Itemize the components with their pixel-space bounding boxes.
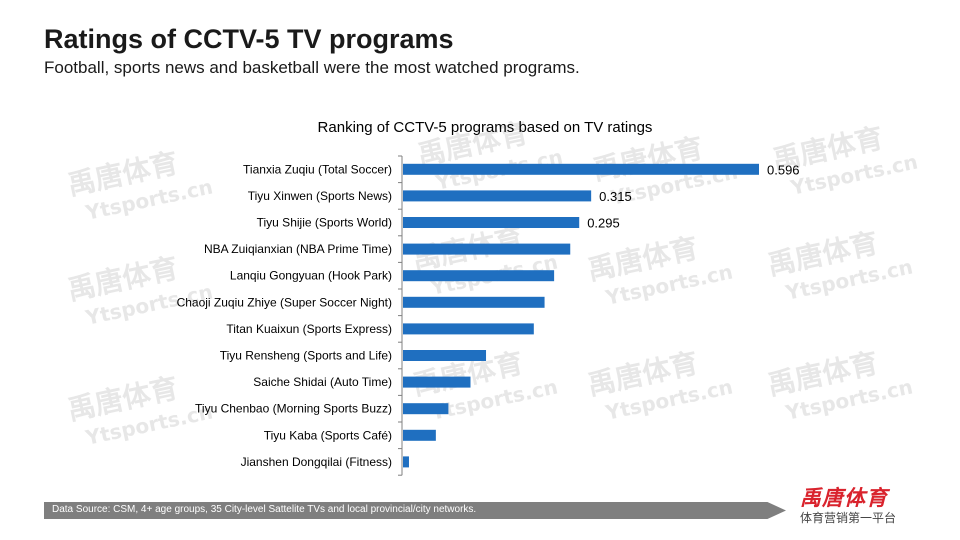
bar <box>403 190 592 202</box>
category-label: Jianshen Dongqilai (Fitness) <box>241 455 392 469</box>
category-label: Titan Kuaixun (Sports Express) <box>226 322 392 336</box>
category-label: Saiche Shidai (Auto Time) <box>253 375 392 389</box>
bar <box>403 376 471 388</box>
logo-wordmark: 禹唐体育 <box>800 486 888 510</box>
bar <box>403 429 436 441</box>
bar <box>403 323 534 335</box>
bar <box>403 217 580 228</box>
footer-bar: Data Source: CSM, 4+ age groups, 35 City… <box>44 502 786 519</box>
logo-tagline: 体育营销第一平台 <box>800 511 897 525</box>
data-label: 0.596 <box>767 162 800 177</box>
chart-title: Ranking of CCTV-5 programs based on TV r… <box>318 119 653 136</box>
category-label: NBA Zuiqianxian (NBA Prime Time) <box>204 242 392 256</box>
category-label: Tiyu Kaba (Sports Café) <box>264 428 392 442</box>
category-label: Tiyu Xinwen (Sports News) <box>248 189 392 203</box>
page-subtitle: Football, sports news and basketball wer… <box>44 58 580 77</box>
page-title: Ratings of CCTV-5 TV programs <box>44 24 454 54</box>
bar <box>403 243 571 255</box>
category-label: Tianxia Zuqiu (Total Soccer) <box>243 162 392 176</box>
bar <box>403 350 487 361</box>
data-label: 0.315 <box>599 189 632 204</box>
category-label: Lanqiu Gongyuan (Hook Park) <box>230 269 392 283</box>
bar <box>403 403 449 415</box>
bar <box>403 163 759 175</box>
category-label: Tiyu Chenbao (Morning Sports Buzz) <box>195 402 392 416</box>
bar <box>403 296 545 308</box>
data-source-note: Data Source: CSM, 4+ age groups, 35 City… <box>52 504 477 515</box>
data-label: 0.295 <box>587 216 620 231</box>
bar <box>403 456 409 468</box>
category-label: Tiyu Rensheng (Sports and Life) <box>220 349 392 363</box>
category-label: Tiyu Shijie (Sports World) <box>257 216 392 230</box>
bar <box>403 270 555 282</box>
brand-logo: 禹唐体育 体育营销第一平台 <box>800 486 920 526</box>
category-label: Chaoji Zuqiu Zhiye (Super Soccer Night) <box>177 295 392 309</box>
